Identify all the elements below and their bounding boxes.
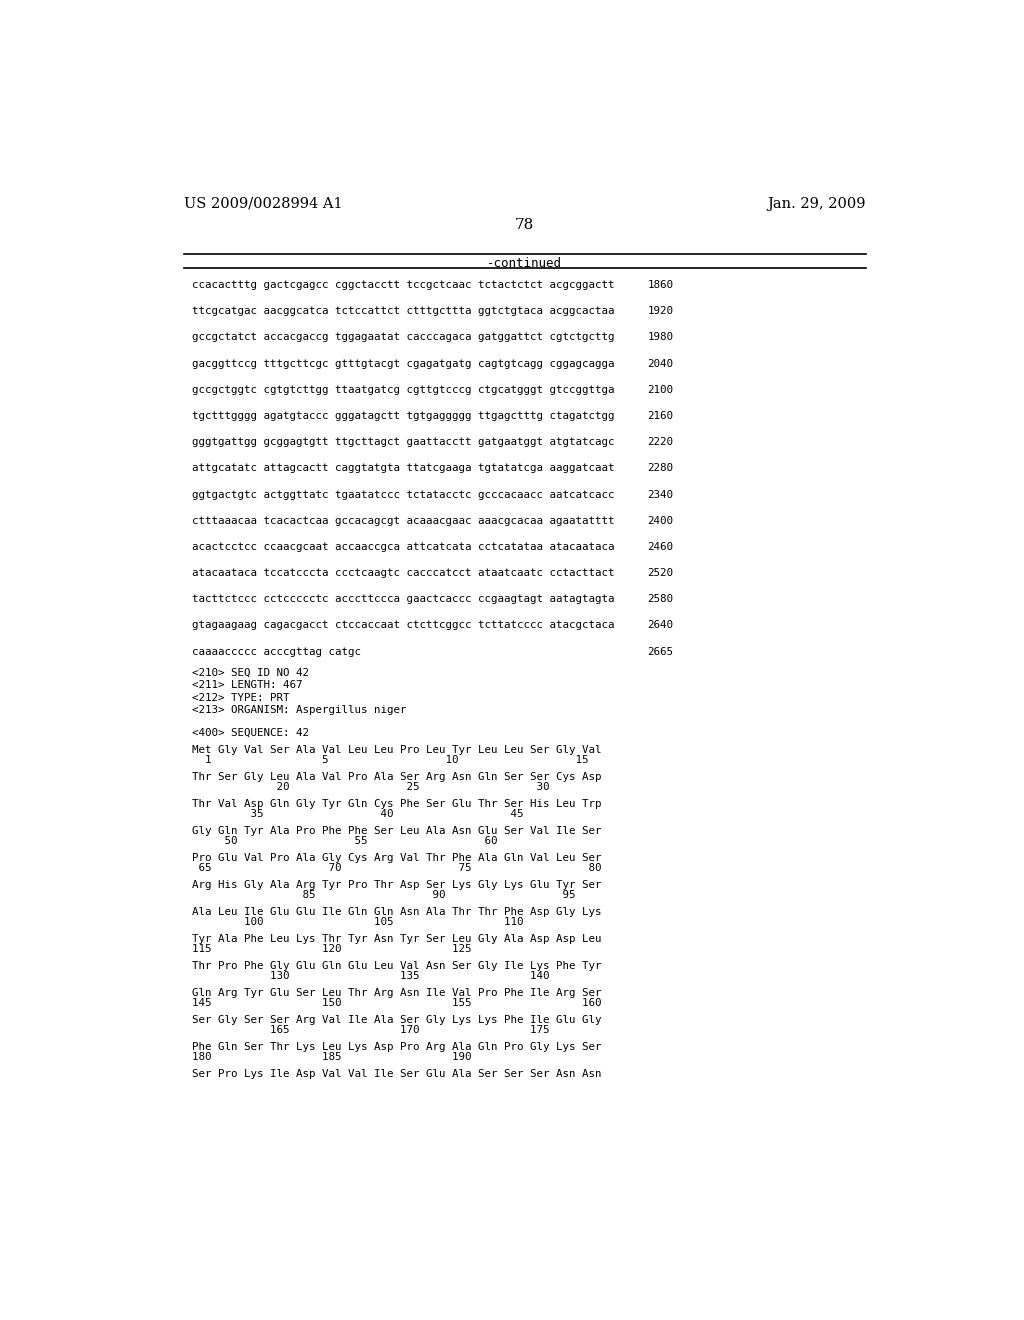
Text: attgcatatc attagcactt caggtatgta ttatcgaaga tgtatatcga aaggatcaat: attgcatatc attagcactt caggtatgta ttatcga… [191,463,614,474]
Text: 35                  40                  45: 35 40 45 [191,809,523,818]
Text: Ser Pro Lys Ile Asp Val Val Ile Ser Glu Ala Ser Ser Ser Asn Asn: Ser Pro Lys Ile Asp Val Val Ile Ser Glu … [191,1069,601,1078]
Text: Ser Gly Ser Ser Arg Val Ile Ala Ser Gly Lys Lys Phe Ile Glu Gly: Ser Gly Ser Ser Arg Val Ile Ala Ser Gly … [191,1015,601,1024]
Text: 2520: 2520 [647,568,673,578]
Text: Arg His Gly Ala Arg Tyr Pro Thr Asp Ser Lys Gly Lys Glu Tyr Ser: Arg His Gly Ala Arg Tyr Pro Thr Asp Ser … [191,880,601,890]
Text: Pro Glu Val Pro Ala Gly Cys Arg Val Thr Phe Ala Gln Val Leu Ser: Pro Glu Val Pro Ala Gly Cys Arg Val Thr … [191,853,601,863]
Text: -continued: -continued [487,257,562,271]
Text: 130                 135                 140: 130 135 140 [191,970,549,981]
Text: gacggttccg tttgcttcgc gtttgtacgt cgagatgatg cagtgtcagg cggagcagga: gacggttccg tttgcttcgc gtttgtacgt cgagatg… [191,359,614,368]
Text: 145                 150                 155                 160: 145 150 155 160 [191,998,601,1007]
Text: ctttaaacaa tcacactcaa gccacagcgt acaaacgaac aaacgcacaa agaatatttt: ctttaaacaa tcacactcaa gccacagcgt acaaacg… [191,516,614,525]
Text: 2460: 2460 [647,543,673,552]
Text: Thr Ser Gly Leu Ala Val Pro Ala Ser Arg Asn Gln Ser Ser Cys Asp: Thr Ser Gly Leu Ala Val Pro Ala Ser Arg … [191,772,601,781]
Text: Gln Arg Tyr Glu Ser Leu Thr Arg Asn Ile Val Pro Phe Ile Arg Ser: Gln Arg Tyr Glu Ser Leu Thr Arg Asn Ile … [191,987,601,998]
Text: 180                 185                 190: 180 185 190 [191,1052,471,1061]
Text: gtagaagaag cagacgacct ctccaccaat ctcttcggcc tcttatcccc atacgctaca: gtagaagaag cagacgacct ctccaccaat ctcttcg… [191,620,614,631]
Text: 115                 120                 125: 115 120 125 [191,944,471,954]
Text: <400> SEQUENCE: 42: <400> SEQUENCE: 42 [191,729,308,738]
Text: 1                 5                  10                  15: 1 5 10 15 [191,755,588,766]
Text: gggtgattgg gcggagtgtt ttgcttagct gaattacctt gatgaatggt atgtatcagc: gggtgattgg gcggagtgtt ttgcttagct gaattac… [191,437,614,447]
Text: Ala Leu Ile Glu Glu Ile Gln Gln Asn Ala Thr Thr Phe Asp Gly Lys: Ala Leu Ile Glu Glu Ile Gln Gln Asn Ala … [191,907,601,917]
Text: 1980: 1980 [647,333,673,342]
Text: <211> LENGTH: 467: <211> LENGTH: 467 [191,681,302,690]
Text: <212> TYPE: PRT: <212> TYPE: PRT [191,693,289,702]
Text: 50                  55                  60: 50 55 60 [191,836,497,846]
Text: 165                 170                 175: 165 170 175 [191,1024,549,1035]
Text: tacttctccc cctccccctc acccttccca gaactcaccc ccgaagtagt aatagtagta: tacttctccc cctccccctc acccttccca gaactca… [191,594,614,605]
Text: 2580: 2580 [647,594,673,605]
Text: Gly Gln Tyr Ala Pro Phe Phe Ser Leu Ala Asn Glu Ser Val Ile Ser: Gly Gln Tyr Ala Pro Phe Phe Ser Leu Ala … [191,826,601,836]
Text: tgctttgggg agatgtaccc gggatagctt tgtgaggggg ttgagctttg ctagatctgg: tgctttgggg agatgtaccc gggatagctt tgtgagg… [191,411,614,421]
Text: caaaaccccc acccgttag catgc: caaaaccccc acccgttag catgc [191,647,360,656]
Text: ggtgactgtc actggttatc tgaatatccc tctatacctc gcccacaacc aatcatcacc: ggtgactgtc actggttatc tgaatatccc tctatac… [191,490,614,499]
Text: ttcgcatgac aacggcatca tctccattct ctttgcttta ggtctgtaca acggcactaa: ttcgcatgac aacggcatca tctccattct ctttgct… [191,306,614,317]
Text: acactcctcc ccaacgcaat accaaccgca attcatcata cctcatataa atacaataca: acactcctcc ccaacgcaat accaaccgca attcatc… [191,543,614,552]
Text: Phe Gln Ser Thr Lys Leu Lys Asp Pro Arg Ala Gln Pro Gly Lys Ser: Phe Gln Ser Thr Lys Leu Lys Asp Pro Arg … [191,1041,601,1052]
Text: 1920: 1920 [647,306,673,317]
Text: 85                  90                  95: 85 90 95 [191,890,575,900]
Text: ccacactttg gactcgagcc cggctacctt tccgctcaac tctactctct acgcggactt: ccacactttg gactcgagcc cggctacctt tccgctc… [191,280,614,290]
Text: gccgctggtc cgtgtcttgg ttaatgatcg cgttgtcccg ctgcatgggt gtccggttga: gccgctggtc cgtgtcttgg ttaatgatcg cgttgtc… [191,385,614,395]
Text: 20                  25                  30: 20 25 30 [191,781,549,792]
Text: 1860: 1860 [647,280,673,290]
Text: atacaataca tccatcccta ccctcaagtc cacccatcct ataatcaatc cctacttact: atacaataca tccatcccta ccctcaagtc cacccat… [191,568,614,578]
Text: 2100: 2100 [647,385,673,395]
Text: 2280: 2280 [647,463,673,474]
Text: US 2009/0028994 A1: US 2009/0028994 A1 [183,197,342,211]
Text: 2220: 2220 [647,437,673,447]
Text: Thr Pro Phe Gly Glu Gln Glu Leu Val Asn Ser Gly Ile Lys Phe Tyr: Thr Pro Phe Gly Glu Gln Glu Leu Val Asn … [191,961,601,970]
Text: 2040: 2040 [647,359,673,368]
Text: <210> SEQ ID NO 42: <210> SEQ ID NO 42 [191,668,308,678]
Text: 2160: 2160 [647,411,673,421]
Text: 78: 78 [515,218,535,232]
Text: Thr Val Asp Gln Gly Tyr Gln Cys Phe Ser Glu Thr Ser His Leu Trp: Thr Val Asp Gln Gly Tyr Gln Cys Phe Ser … [191,799,601,809]
Text: Jan. 29, 2009: Jan. 29, 2009 [767,197,866,211]
Text: Tyr Ala Phe Leu Lys Thr Tyr Asn Tyr Ser Leu Gly Ala Asp Asp Leu: Tyr Ala Phe Leu Lys Thr Tyr Asn Tyr Ser … [191,933,601,944]
Text: gccgctatct accacgaccg tggagaatat cacccagaca gatggattct cgtctgcttg: gccgctatct accacgaccg tggagaatat cacccag… [191,333,614,342]
Text: <213> ORGANISM: Aspergillus niger: <213> ORGANISM: Aspergillus niger [191,705,407,715]
Text: 100                 105                 110: 100 105 110 [191,917,523,927]
Text: 65                  70                  75                  80: 65 70 75 80 [191,863,601,873]
Text: 2665: 2665 [647,647,673,656]
Text: Met Gly Val Ser Ala Val Leu Leu Pro Leu Tyr Leu Leu Ser Gly Val: Met Gly Val Ser Ala Val Leu Leu Pro Leu … [191,744,601,755]
Text: 2400: 2400 [647,516,673,525]
Text: 2340: 2340 [647,490,673,499]
Text: 2640: 2640 [647,620,673,631]
